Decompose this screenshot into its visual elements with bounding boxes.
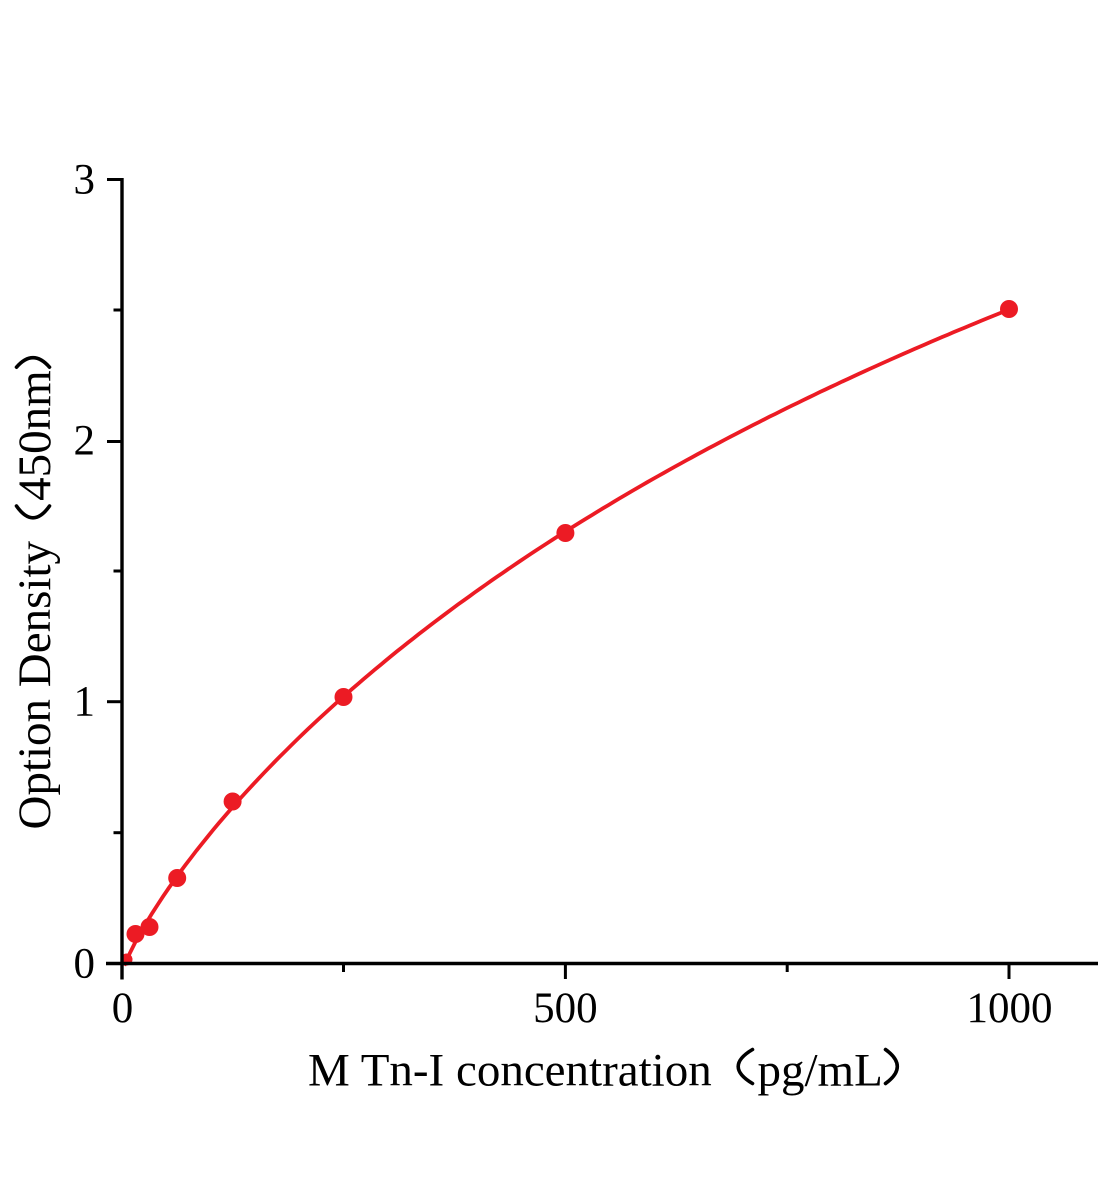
- svg-text:1: 1: [74, 679, 96, 726]
- svg-text:450nm: 450nm: [9, 370, 61, 501]
- svg-text:M Tn-I concentration: M Tn-I concentration: [308, 1045, 712, 1097]
- svg-text:0: 0: [74, 941, 96, 988]
- svg-text:3: 3: [74, 157, 96, 204]
- svg-text:pg/mL: pg/mL: [758, 1045, 883, 1097]
- svg-text:2: 2: [74, 418, 96, 465]
- svg-text:0: 0: [112, 985, 134, 1032]
- svg-text:Option Density: Option Density: [9, 540, 61, 829]
- svg-text:500: 500: [533, 985, 598, 1032]
- svg-text:1000: 1000: [967, 985, 1053, 1032]
